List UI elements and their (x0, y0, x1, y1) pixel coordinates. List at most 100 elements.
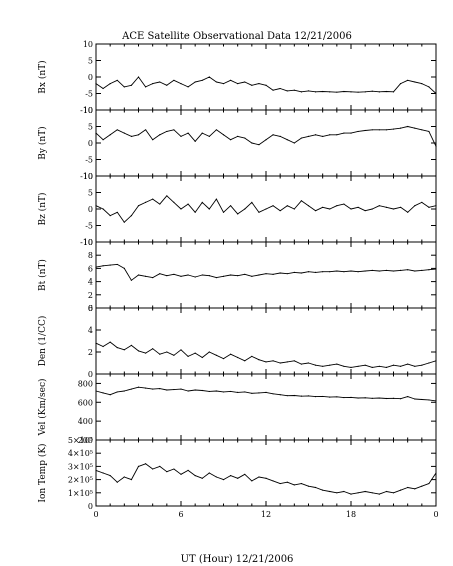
data-point (279, 135, 281, 137)
data-point (265, 391, 267, 393)
data-point (428, 206, 430, 208)
data-point (137, 274, 140, 276)
data-point (357, 91, 359, 93)
data-point (392, 364, 395, 366)
data-point (343, 203, 345, 205)
data-point (194, 352, 196, 354)
data-point (435, 205, 437, 207)
data-point (293, 271, 295, 273)
data-point (378, 91, 380, 93)
data-point (329, 271, 331, 273)
data-point (314, 396, 317, 398)
data-point (265, 477, 267, 479)
data-point (222, 479, 225, 481)
data-point (428, 482, 430, 485)
data-point (166, 389, 168, 391)
data-point (265, 84, 267, 86)
data-point (237, 275, 239, 277)
data-point (286, 361, 288, 363)
data-point (258, 476, 260, 478)
panel-3: -10 -5 0 5 10 Bz (nT) (37, 172, 437, 247)
data-point (152, 348, 154, 350)
data-point (251, 355, 253, 357)
data-point (130, 135, 133, 137)
data-point (329, 364, 331, 366)
data-point (123, 86, 125, 88)
data-point (336, 270, 338, 272)
y-tick-label: 0 (88, 205, 93, 214)
y-axis-label: Bt (nT) (37, 259, 48, 291)
x-axis: 0 6 12 18 0 (93, 510, 438, 519)
data-point (378, 365, 380, 367)
data-point (109, 215, 111, 217)
data-point (392, 270, 395, 272)
data-point (385, 490, 388, 493)
data-point (350, 270, 352, 272)
data-point (123, 476, 125, 478)
data-point (286, 90, 288, 92)
x-tick-label: 6 (178, 510, 183, 519)
data-point (201, 477, 203, 479)
data-point (123, 390, 125, 392)
data-point (421, 485, 423, 487)
data-point (265, 139, 267, 141)
data-point (407, 486, 409, 489)
data-point (364, 397, 366, 399)
data-point (307, 485, 310, 487)
data-point (300, 272, 303, 274)
data-point (428, 399, 430, 401)
chart-title: ACE Satellite Observational Data 12/21/2… (121, 31, 352, 42)
data-point (237, 213, 239, 215)
data-point (166, 130, 168, 133)
data-point (215, 198, 218, 200)
data-point (187, 274, 189, 276)
data-point (244, 391, 246, 393)
data-point (265, 208, 267, 210)
data-point (159, 203, 161, 205)
data-point (428, 269, 430, 271)
data-point (123, 267, 125, 269)
data-point (371, 366, 373, 368)
data-point (378, 397, 380, 399)
data-point (180, 275, 182, 277)
data-point (144, 387, 147, 389)
data-point (102, 472, 104, 474)
y-tick-label: 0 (88, 139, 93, 148)
y-tick-label: 10 (83, 172, 93, 181)
data-point (357, 492, 359, 494)
data-point (293, 394, 295, 397)
data-point (144, 275, 147, 277)
data-point (371, 492, 373, 494)
data-point (293, 360, 295, 362)
data-point (421, 269, 423, 271)
data-point (244, 273, 246, 275)
data-point (102, 345, 104, 348)
data-point (314, 91, 317, 93)
data-point (215, 129, 218, 131)
data-point (300, 91, 303, 93)
panel-2: -10 -5 0 5 10 By (nT) (37, 106, 437, 181)
data-point (399, 365, 402, 367)
data-point (293, 89, 295, 91)
y-tick-label: 0 (88, 370, 93, 379)
y-tick-label: -10 (80, 172, 93, 181)
y-tick-label: 5 (88, 189, 93, 198)
panel-1: -10 -5 0 5 10 Bx (nT) (37, 40, 437, 115)
data-point (229, 353, 232, 355)
data-point (435, 360, 437, 362)
data-point (215, 476, 218, 478)
data-point (272, 273, 274, 275)
data-point (272, 360, 274, 362)
panel-frame (95, 109, 437, 177)
data-point (364, 129, 366, 132)
data-point (322, 206, 324, 208)
data-point (428, 86, 430, 88)
y-tick-label: -5 (85, 222, 93, 231)
data-point (371, 90, 373, 92)
data-point (314, 364, 317, 366)
y-axis-label: Den (1/CC) (37, 316, 48, 367)
data-point (180, 83, 182, 85)
data-point (392, 397, 395, 399)
data-point (116, 79, 118, 81)
data-point (435, 92, 437, 95)
